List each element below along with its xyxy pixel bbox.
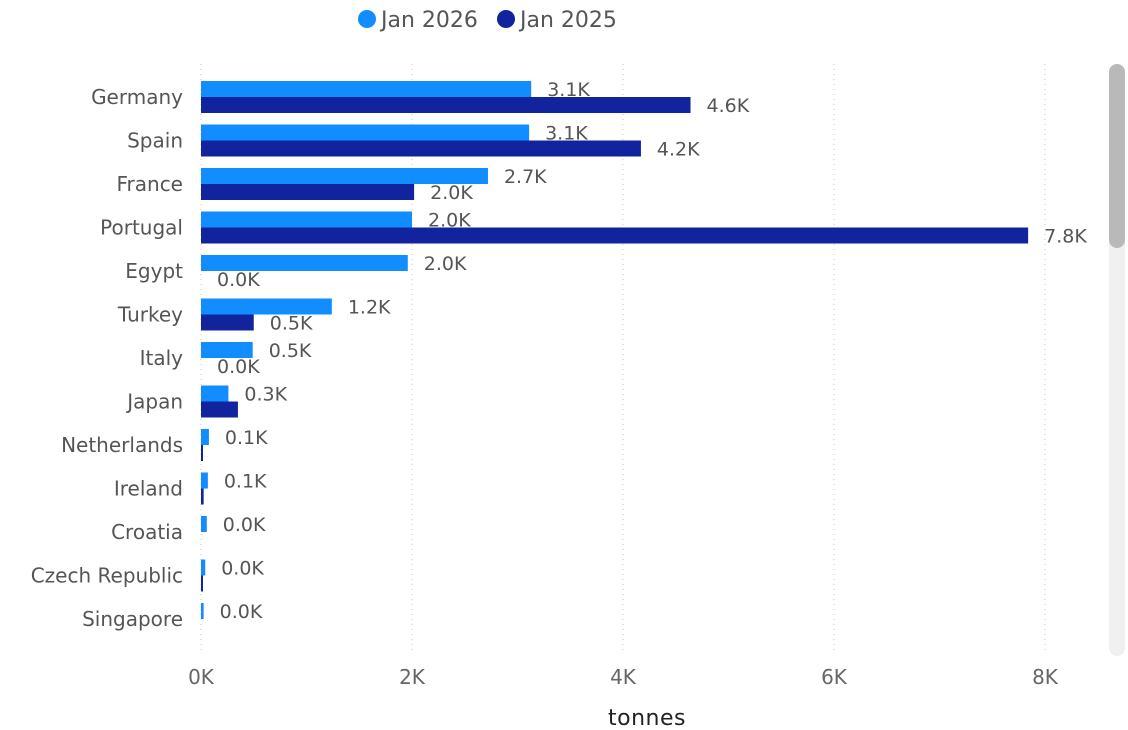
x-tick-label: 8K (1032, 665, 1059, 689)
bar-jan-2025 (201, 227, 1029, 244)
data-label-jan-2025: 4.2K (657, 139, 700, 161)
bar-jan-2026 (201, 124, 530, 141)
bar-jan-2025 (201, 314, 254, 331)
data-label-jan-2026: 0.1K (225, 427, 268, 449)
category-label: Singapore (82, 607, 183, 631)
legend-label-1: Jan 2026 (379, 8, 478, 33)
category-label: Italy (140, 346, 184, 370)
x-axis-title: tonnes (608, 706, 686, 730)
bar-jan-2025 (201, 575, 203, 592)
bar-jan-2025 (201, 97, 691, 113)
data-label-jan-2026: 1.2K (348, 297, 391, 319)
data-label-jan-2026: 0.0K (220, 601, 263, 623)
bar-jan-2026 (201, 168, 488, 184)
bar-jan-2026 (201, 603, 204, 619)
category-label: Netherlands (61, 433, 183, 457)
bar-jan-2026 (201, 211, 412, 228)
data-label-jan-2026: 0.5K (269, 340, 312, 362)
data-label-jan-2026: 3.1K (547, 79, 590, 101)
x-tick-label: 2K (399, 665, 426, 689)
bar-jan-2026 (201, 81, 532, 97)
bar-jan-2026 (201, 559, 206, 576)
x-tick-label: 4K (610, 665, 637, 689)
data-label-jan-2025: 7.8K (1044, 226, 1087, 248)
bar-jan-2025 (201, 184, 415, 200)
data-label-jan-2025: 4.6K (707, 95, 750, 117)
legend-marker-1 (358, 10, 376, 28)
data-label-jan-2025: 0.0K (217, 356, 260, 378)
bar-jan-2026 (201, 342, 253, 358)
x-tick-label: 0K (188, 665, 215, 689)
bar-jan-2026 (201, 385, 229, 402)
data-label-jan-2025: 0.5K (270, 313, 313, 335)
data-label-jan-2026: 2.7K (504, 166, 547, 188)
data-label-jan-2026: 3.1K (545, 123, 588, 145)
bar-jan-2026 (201, 429, 209, 445)
data-label-jan-2025: 0.0K (217, 269, 260, 291)
data-label-jan-2026: 2.0K (428, 210, 471, 232)
bar-jan-2025 (201, 445, 203, 461)
category-label: Croatia (111, 520, 183, 544)
category-label: Egypt (125, 259, 183, 283)
bar-jan-2025 (201, 140, 641, 157)
legend-label-2: Jan 2025 (518, 8, 617, 33)
scrollbar[interactable] (1109, 64, 1125, 656)
category-label: Spain (127, 129, 183, 153)
bar-jan-2026 (201, 516, 207, 532)
category-label: Ireland (114, 477, 183, 501)
x-tick-label: 6K (821, 665, 848, 689)
category-label: Czech Republic (31, 564, 183, 588)
bar-jan-2026 (201, 472, 208, 489)
category-label: France (116, 172, 183, 196)
bar-jan-2025 (201, 401, 238, 418)
data-label-jan-2026: 2.0K (424, 253, 467, 275)
data-label-jan-2026: 0.3K (244, 384, 287, 406)
data-label-jan-2026: 0.0K (223, 514, 266, 536)
category-label: Germany (91, 85, 183, 109)
data-label-jan-2026: 0.0K (221, 558, 264, 580)
scrollbar-thumb[interactable] (1109, 64, 1125, 248)
legend-marker-2 (497, 10, 515, 28)
bar-jan-2025 (201, 488, 204, 505)
data-label-jan-2026: 0.1K (224, 471, 267, 493)
category-label: Portugal (100, 216, 183, 240)
category-label: Japan (125, 390, 183, 414)
category-label: Turkey (117, 303, 183, 327)
data-label-jan-2025: 2.0K (430, 182, 473, 204)
bar-jan-2026 (201, 255, 408, 271)
bar-jan-2026 (201, 298, 332, 315)
